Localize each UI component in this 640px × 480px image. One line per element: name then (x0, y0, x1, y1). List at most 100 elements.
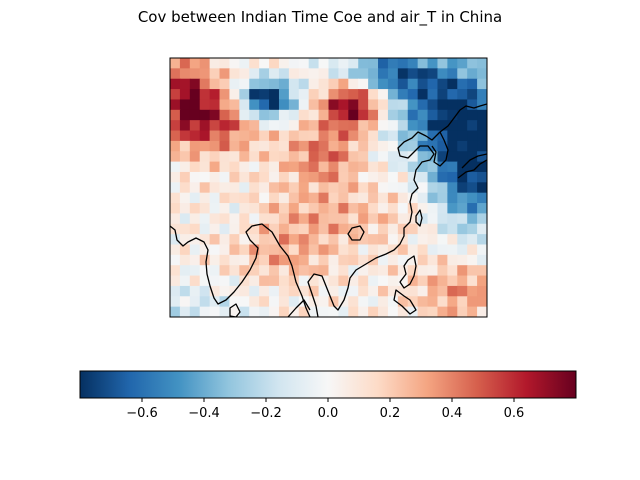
heatmap-cell (427, 182, 439, 194)
heatmap-cell (249, 306, 260, 317)
heatmap-cell (368, 68, 379, 80)
heatmap-cell (308, 275, 320, 287)
heatmap-cell (229, 140, 240, 152)
heatmap-cell (447, 68, 458, 80)
heatmap-cell (397, 161, 409, 173)
heatmap-cell (368, 99, 379, 111)
heatmap-cell (328, 192, 340, 204)
heatmap-cell (229, 182, 240, 194)
heatmap-cell (358, 99, 369, 111)
heatmap-cell (368, 223, 379, 235)
heatmap-cell (427, 296, 439, 308)
heatmap-cell (328, 182, 340, 194)
heatmap-cell (437, 68, 448, 80)
heatmap-cell (457, 151, 468, 163)
srilanka-coastline (229, 303, 241, 317)
heatmap-cell (387, 58, 399, 69)
heatmap-cell (229, 192, 240, 204)
heatmap-cell (288, 130, 300, 142)
heatmap-cell (387, 182, 399, 194)
heatmap-cell (179, 171, 191, 183)
taiwan-coastline (415, 209, 423, 227)
heatmap-cell (328, 234, 340, 246)
heatmap-cell (318, 151, 330, 163)
heatmap-cell (378, 120, 389, 132)
heatmap-cell (199, 58, 211, 69)
heatmap-cell (170, 182, 181, 194)
heatmap-cell (447, 223, 458, 235)
heatmap-cell (407, 58, 419, 69)
heatmap-cell (179, 265, 191, 277)
heatmap-cell (397, 254, 409, 266)
heatmap-cell (437, 78, 448, 90)
heatmap-cell (387, 306, 399, 317)
heatmap-cell (249, 99, 260, 111)
heatmap-cell (407, 192, 419, 204)
heatmap-cell (358, 223, 369, 235)
heatmap-cell (308, 58, 320, 69)
heatmap-cell (209, 213, 221, 225)
heatmap-cell (368, 78, 379, 90)
heatmap-cell (397, 244, 409, 256)
heatmap-cell (239, 161, 250, 173)
heatmap-cell (219, 78, 231, 90)
heatmap-cell (259, 275, 270, 287)
heatmap-cell (170, 58, 181, 69)
heatmap-cell (249, 213, 260, 225)
heatmap-cell (348, 306, 359, 317)
heatmap-cell (239, 89, 250, 101)
colorbar-tick-label: 0.6 (504, 406, 525, 421)
heatmap-cell (338, 285, 349, 297)
heatmap-cell (179, 244, 191, 256)
colorbar-ticks: −0.6 −0.4 −0.2 0.0 0.2 0.4 0.6 (126, 398, 524, 421)
heatmap-cell (318, 192, 330, 204)
heatmap-cell (447, 99, 458, 111)
heatmap-cell (348, 254, 359, 266)
heatmap-cell (179, 275, 191, 287)
heatmap-cell (467, 109, 478, 121)
heatmap-cell (407, 213, 419, 225)
heatmap-cell (269, 213, 280, 225)
heatmap-cell (358, 296, 369, 308)
heatmap-cell (170, 78, 181, 90)
heatmap-cell (318, 254, 330, 266)
heatmap-cell (447, 275, 458, 287)
heatmap-cell (328, 58, 340, 69)
heatmap-cell (189, 203, 201, 214)
heatmap-cell (437, 234, 448, 246)
heatmap-cell (407, 171, 419, 183)
heatmap-cell (179, 140, 191, 152)
heatmap-cell (397, 130, 409, 142)
heatmap-cell (239, 275, 250, 287)
heatmap-cell (378, 213, 389, 225)
heatmap-cell (407, 68, 419, 80)
heatmap-cell (189, 68, 201, 80)
heatmap-cell (170, 296, 181, 308)
heatmap-cell (209, 244, 221, 256)
heatmap-cell (269, 171, 280, 183)
heatmap-cell (358, 265, 369, 277)
heatmap-cell (278, 120, 290, 132)
korea-coastline (431, 131, 449, 167)
heatmap-cell (229, 120, 240, 132)
heatmap-cell (298, 244, 310, 256)
heatmap-cell (348, 171, 359, 183)
heatmap-cell (437, 120, 448, 132)
heatmap-cell (239, 151, 250, 163)
heatmap-cell (387, 171, 399, 183)
heatmap-cell (179, 306, 191, 317)
heatmap-cell (189, 78, 201, 90)
heatmap-cell (298, 182, 310, 194)
heatmap-cell (427, 244, 439, 256)
heatmap-cell (328, 120, 340, 132)
heatmap-cell (219, 68, 231, 80)
heatmap-cell (179, 234, 191, 246)
heatmap-cell (427, 120, 439, 132)
heatmap-cell (397, 58, 409, 69)
heatmap-cell (427, 89, 439, 101)
heatmap-cell (368, 285, 379, 297)
heatmap-cell (298, 78, 310, 90)
heatmap-cell (358, 140, 369, 152)
heatmap-cell (288, 120, 300, 132)
